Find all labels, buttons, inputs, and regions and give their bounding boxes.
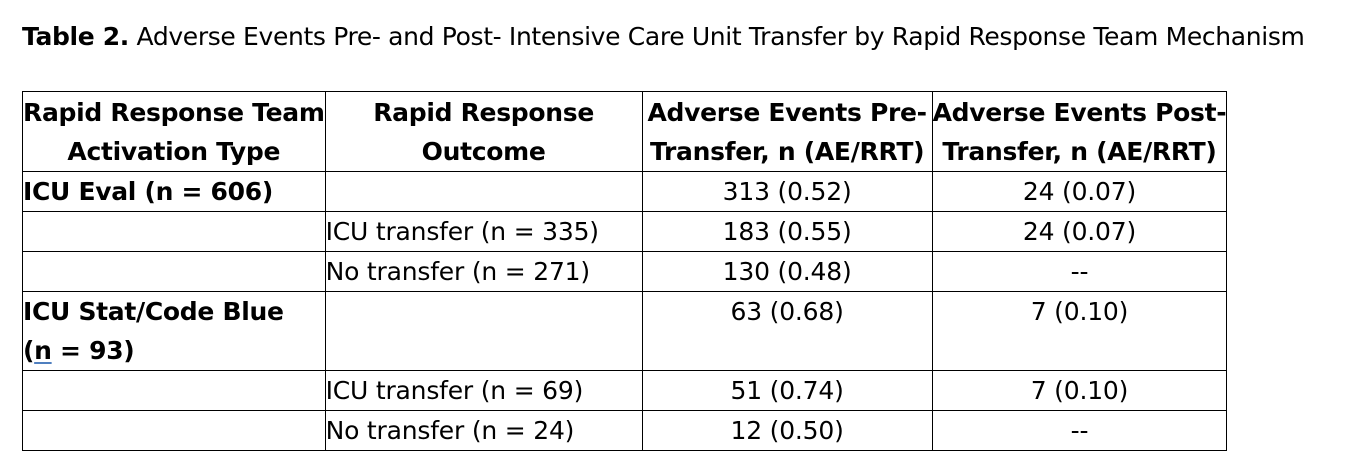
table-row: No transfer (n = 271) 130 (0.48) -- bbox=[22, 251, 1228, 292]
header-ae-post: Adverse Events Post- Transfer, n (AE/RRT… bbox=[931, 91, 1228, 172]
cell-ae-post: -- bbox=[931, 410, 1228, 451]
caption-label: Table 2. bbox=[22, 22, 129, 51]
cell-activation-type bbox=[22, 211, 326, 252]
table-row: No transfer (n = 24) 12 (0.50) -- bbox=[22, 410, 1228, 451]
cell-ae-post: -- bbox=[931, 251, 1228, 292]
cell-outcome: ICU transfer (n = 69) bbox=[324, 370, 643, 411]
cell-activation-type bbox=[22, 370, 326, 411]
table-row: ICU Eval (n = 606) 313 (0.52) 24 (0.07) bbox=[22, 171, 1228, 212]
caption-text: Adverse Events Pre- and Post- Intensive … bbox=[128, 22, 1305, 51]
cell-outcome bbox=[324, 171, 643, 212]
cell-ae-pre: 130 (0.48) bbox=[641, 251, 933, 292]
cell-ae-pre: 51 (0.74) bbox=[641, 370, 933, 411]
table-header-row: Rapid Response Team Activation Type Rapi… bbox=[22, 91, 1228, 172]
cell-activation-type: ICU Eval (n = 606) bbox=[22, 171, 326, 212]
cell-ae-pre: 63 (0.68) bbox=[641, 291, 933, 371]
cell-activation-type: ICU Stat/Code Blue (n = 93) bbox=[22, 291, 326, 371]
cell-ae-post: 24 (0.07) bbox=[931, 171, 1228, 212]
table-row: ICU transfer (n = 335) 183 (0.55) 24 (0.… bbox=[22, 211, 1228, 252]
header-activation-type: Rapid Response Team Activation Type bbox=[22, 91, 326, 172]
adverse-events-table: Rapid Response Team Activation Type Rapi… bbox=[22, 91, 1228, 451]
cell-ae-pre: 183 (0.55) bbox=[641, 211, 933, 252]
cell-activation-type bbox=[22, 410, 326, 451]
cell-outcome: No transfer (n = 24) bbox=[324, 410, 643, 451]
cell-ae-post: 7 (0.10) bbox=[931, 291, 1228, 371]
table-row: ICU transfer (n = 69) 51 (0.74) 7 (0.10) bbox=[22, 370, 1228, 411]
cell-outcome: ICU transfer (n = 335) bbox=[324, 211, 643, 252]
cell-activation-type bbox=[22, 251, 326, 292]
cell-ae-post: 24 (0.07) bbox=[931, 211, 1228, 252]
cell-ae-pre: 12 (0.50) bbox=[641, 410, 933, 451]
cell-ae-pre: 313 (0.52) bbox=[641, 171, 933, 212]
table-caption: Table 2. Adverse Events Pre- and Post- I… bbox=[22, 18, 1305, 56]
spellcheck-underline: n bbox=[34, 336, 52, 365]
cell-ae-post: 7 (0.10) bbox=[931, 370, 1228, 411]
header-outcome: Rapid Response Outcome bbox=[324, 91, 643, 172]
header-ae-pre: Adverse Events Pre- Transfer, n (AE/RRT) bbox=[641, 91, 933, 172]
table-row: ICU Stat/Code Blue (n = 93) 63 (0.68) 7 … bbox=[22, 291, 1228, 371]
cell-outcome: No transfer (n = 271) bbox=[324, 251, 643, 292]
cell-outcome bbox=[324, 291, 643, 371]
